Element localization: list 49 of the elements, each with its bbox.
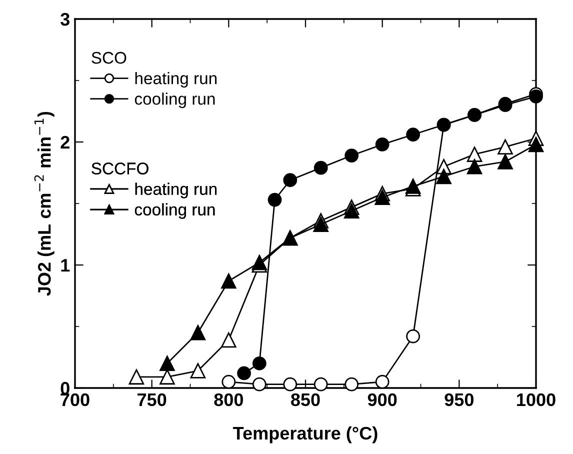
legend-label: heating run [135,182,217,198]
point [466,158,482,174]
point [160,369,175,385]
point [221,332,236,348]
legend-label: cooling run [134,92,215,108]
point [314,377,328,392]
x-axis-title: Temperature (°C) [233,426,378,444]
point [128,369,144,385]
point [374,190,390,205]
point [466,146,482,162]
point [498,139,513,155]
y-axis-title: JO2 (mL cm$^{−2}$ min$^{−1}$) [34,112,54,296]
point [375,138,390,152]
point [375,374,390,389]
point [406,329,420,344]
point [344,203,360,219]
x-tick-label: 900 [368,393,397,406]
annotation: SCCFO [92,162,148,174]
point [268,192,282,207]
point [498,154,513,170]
y-tick-label: 1 [61,259,70,272]
point [344,148,359,162]
y-tick-label: 3 [60,12,70,26]
point [406,128,420,142]
point [529,90,543,104]
point [190,363,206,378]
annotation: SCO [92,52,126,64]
x-tick-label: 950 [444,393,474,406]
point [313,216,329,232]
legend-label: heating run [135,72,217,88]
point [344,377,359,392]
y-tick-label: 2 [60,136,70,149]
point [252,377,266,392]
x-tick-label: 700 [60,393,90,406]
point [252,356,266,370]
point [190,325,206,340]
x-tick-label: 750 [138,393,166,406]
point [160,356,175,372]
point [221,273,236,289]
point [436,168,452,184]
point [222,374,236,389]
point [237,366,251,380]
point [283,377,298,392]
x-tick-label: 800 [214,393,243,406]
x-tick-label: 1000 [517,393,556,406]
legend-label: cooling run [134,203,215,219]
point [283,173,298,188]
x-tick-label: 850 [291,393,320,406]
point [314,160,328,175]
